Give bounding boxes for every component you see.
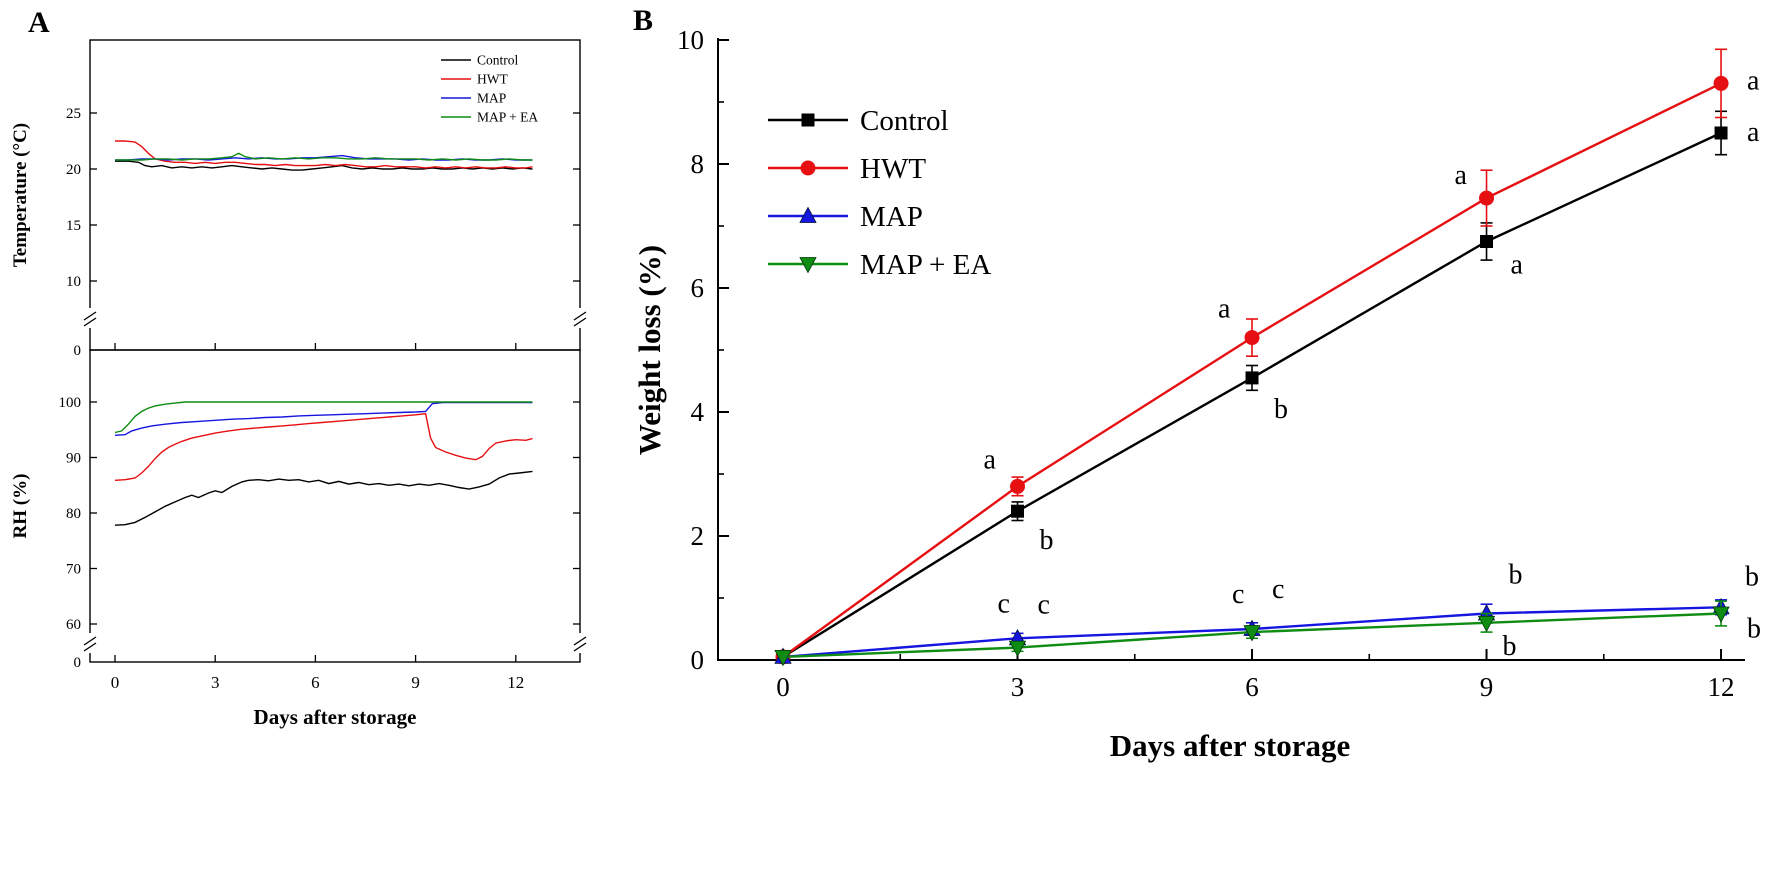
- significance-letter: b: [1509, 560, 1523, 591]
- svg-text:3: 3: [1011, 672, 1025, 702]
- svg-text:80: 80: [66, 506, 81, 522]
- svg-text:70: 70: [66, 562, 81, 578]
- svg-text:12: 12: [507, 673, 524, 692]
- significance-letter: a: [1455, 160, 1468, 191]
- svg-text:MAP + EA: MAP + EA: [477, 110, 538, 125]
- svg-text:100: 100: [59, 395, 82, 411]
- panel-a-temperature-plot: 10 15 20 25 0: [66, 39, 587, 359]
- rh-axis-label: RH (%): [10, 474, 31, 539]
- svg-text:15: 15: [66, 218, 81, 234]
- svg-text:9: 9: [1480, 672, 1494, 702]
- significance-letter: b: [1274, 394, 1288, 425]
- significance-letter: a: [1218, 294, 1231, 325]
- significance-letter: b: [1503, 631, 1517, 662]
- svg-text:0: 0: [691, 645, 705, 675]
- significance-letter: b: [1745, 561, 1759, 592]
- svg-text:10: 10: [677, 25, 704, 55]
- svg-text:9: 9: [411, 673, 420, 692]
- significance-letter: c: [1272, 574, 1284, 605]
- svg-text:3: 3: [211, 673, 220, 692]
- panel-a-rh-plot: 60 70 80 90 100 0 0 3 6 9 12: [59, 349, 587, 692]
- svg-text:4: 4: [691, 397, 705, 427]
- svg-text:25: 25: [66, 106, 81, 122]
- svg-text:6: 6: [311, 673, 320, 692]
- significance-letter: a: [984, 444, 997, 475]
- svg-text:8: 8: [691, 149, 705, 179]
- svg-text:Control: Control: [860, 105, 949, 137]
- significance-letter: b: [1747, 614, 1761, 645]
- svg-text:0: 0: [111, 673, 120, 692]
- svg-text:MAP: MAP: [477, 91, 506, 106]
- svg-text:0: 0: [74, 655, 82, 671]
- significance-letter: c: [998, 588, 1010, 619]
- series-map-ea: [114, 401, 533, 434]
- svg-text:12: 12: [1708, 672, 1735, 702]
- svg-text:6: 6: [1245, 672, 1259, 702]
- svg-text:0: 0: [74, 343, 82, 359]
- svg-text:0: 0: [776, 672, 790, 702]
- series-map-ea: [115, 152, 533, 161]
- significance-letter: a: [1747, 65, 1760, 96]
- svg-text:20: 20: [66, 162, 81, 178]
- svg-text:HWT: HWT: [860, 153, 926, 185]
- series-line-control: [782, 131, 1722, 658]
- svg-text:6: 6: [691, 273, 705, 303]
- significance-letter: c: [1232, 579, 1244, 610]
- panel-a-letter: A: [28, 6, 50, 39]
- svg-text:90: 90: [66, 451, 81, 467]
- svg-text:HWT: HWT: [477, 72, 508, 87]
- series-map: [114, 401, 533, 436]
- series-control: [114, 470, 533, 526]
- svg-text:2: 2: [691, 521, 705, 551]
- svg-text:10: 10: [66, 274, 81, 290]
- panel-b-xaxis-label: Days after storage: [1110, 728, 1350, 763]
- panel-a-xaxis-label: Days after storage: [254, 705, 417, 729]
- panel-b-legend: Control HWT MAP MAP + EA: [768, 105, 991, 281]
- panel-a-legend: Control HWT MAP MAP + EA: [441, 53, 538, 125]
- significance-letter: c: [1038, 590, 1050, 621]
- significance-letter: a: [1747, 117, 1760, 148]
- panel-b-letter: B: [633, 4, 654, 37]
- significance-letter: a: [1511, 250, 1524, 281]
- temperature-axis-label: Temperature (°C): [10, 123, 31, 267]
- svg-text:MAP: MAP: [860, 201, 923, 233]
- svg-text:MAP + EA: MAP + EA: [860, 249, 991, 281]
- series-hwt: [115, 140, 533, 169]
- svg-text:Control: Control: [477, 53, 519, 68]
- svg-text:60: 60: [66, 617, 81, 633]
- significance-letter: b: [1040, 525, 1054, 556]
- series-hwt: [114, 412, 533, 481]
- weight-loss-axis-label: Weight loss (%): [632, 245, 667, 455]
